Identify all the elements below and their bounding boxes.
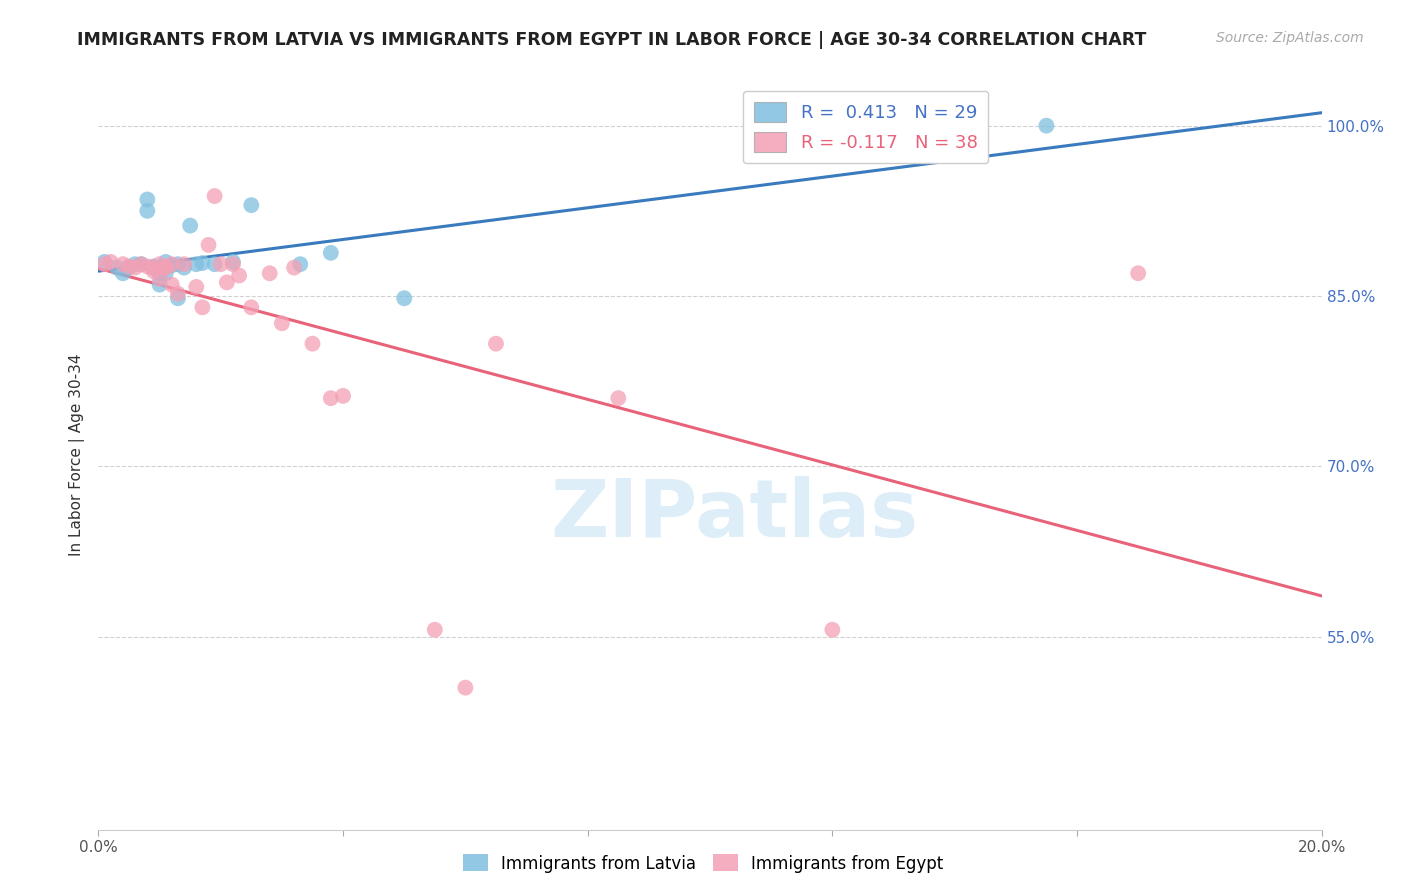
- Point: [149, 260, 172, 275]
- Point: [332, 389, 354, 403]
- Point: [155, 260, 177, 275]
- Point: [222, 255, 245, 269]
- Point: [204, 189, 226, 203]
- Point: [124, 260, 146, 275]
- Point: [228, 268, 250, 283]
- Point: [454, 681, 477, 695]
- Point: [118, 260, 141, 275]
- Point: [319, 245, 342, 260]
- Point: [149, 277, 172, 292]
- Point: [160, 257, 183, 271]
- Point: [129, 257, 152, 271]
- Point: [607, 391, 630, 405]
- Point: [179, 219, 201, 233]
- Point: [1035, 119, 1057, 133]
- Point: [118, 260, 141, 274]
- Legend: Immigrants from Latvia, Immigrants from Egypt: Immigrants from Latvia, Immigrants from …: [456, 847, 950, 880]
- Y-axis label: In Labor Force | Age 30-34: In Labor Force | Age 30-34: [69, 353, 86, 557]
- Point: [160, 277, 183, 292]
- Point: [167, 257, 190, 271]
- Point: [167, 291, 190, 305]
- Point: [1128, 266, 1150, 280]
- Point: [136, 203, 159, 218]
- Point: [105, 260, 128, 275]
- Legend: R =  0.413   N = 29, R = -0.117   N = 38: R = 0.413 N = 29, R = -0.117 N = 38: [742, 91, 988, 163]
- Point: [142, 260, 165, 275]
- Point: [142, 260, 165, 275]
- Point: [111, 257, 134, 271]
- Point: [186, 257, 208, 271]
- Point: [173, 260, 195, 275]
- Point: [392, 291, 416, 305]
- Point: [149, 266, 172, 280]
- Point: [136, 260, 159, 274]
- Point: [155, 260, 177, 275]
- Point: [222, 257, 245, 271]
- Point: [136, 193, 159, 207]
- Point: [160, 258, 183, 272]
- Point: [167, 286, 190, 301]
- Point: [485, 336, 508, 351]
- Text: Source: ZipAtlas.com: Source: ZipAtlas.com: [1216, 31, 1364, 45]
- Point: [191, 256, 214, 270]
- Point: [111, 266, 134, 280]
- Point: [100, 255, 122, 269]
- Point: [270, 316, 292, 330]
- Point: [93, 257, 115, 271]
- Point: [259, 266, 281, 280]
- Point: [240, 301, 263, 315]
- Point: [142, 264, 165, 278]
- Point: [124, 257, 146, 271]
- Point: [93, 255, 115, 269]
- Point: [142, 260, 165, 274]
- Point: [149, 257, 172, 271]
- Point: [209, 257, 232, 271]
- Point: [155, 255, 177, 269]
- Point: [197, 238, 219, 252]
- Text: ZIPatlas: ZIPatlas: [550, 475, 918, 554]
- Point: [204, 257, 226, 271]
- Point: [240, 198, 263, 212]
- Point: [821, 623, 844, 637]
- Point: [173, 257, 195, 271]
- Point: [290, 257, 312, 271]
- Point: [149, 272, 172, 286]
- Point: [155, 266, 177, 280]
- Point: [215, 276, 238, 290]
- Point: [186, 280, 208, 294]
- Point: [319, 391, 342, 405]
- Point: [191, 301, 214, 315]
- Point: [301, 336, 323, 351]
- Text: IMMIGRANTS FROM LATVIA VS IMMIGRANTS FROM EGYPT IN LABOR FORCE | AGE 30-34 CORRE: IMMIGRANTS FROM LATVIA VS IMMIGRANTS FRO…: [77, 31, 1147, 49]
- Point: [283, 260, 305, 275]
- Point: [423, 623, 446, 637]
- Point: [129, 257, 152, 271]
